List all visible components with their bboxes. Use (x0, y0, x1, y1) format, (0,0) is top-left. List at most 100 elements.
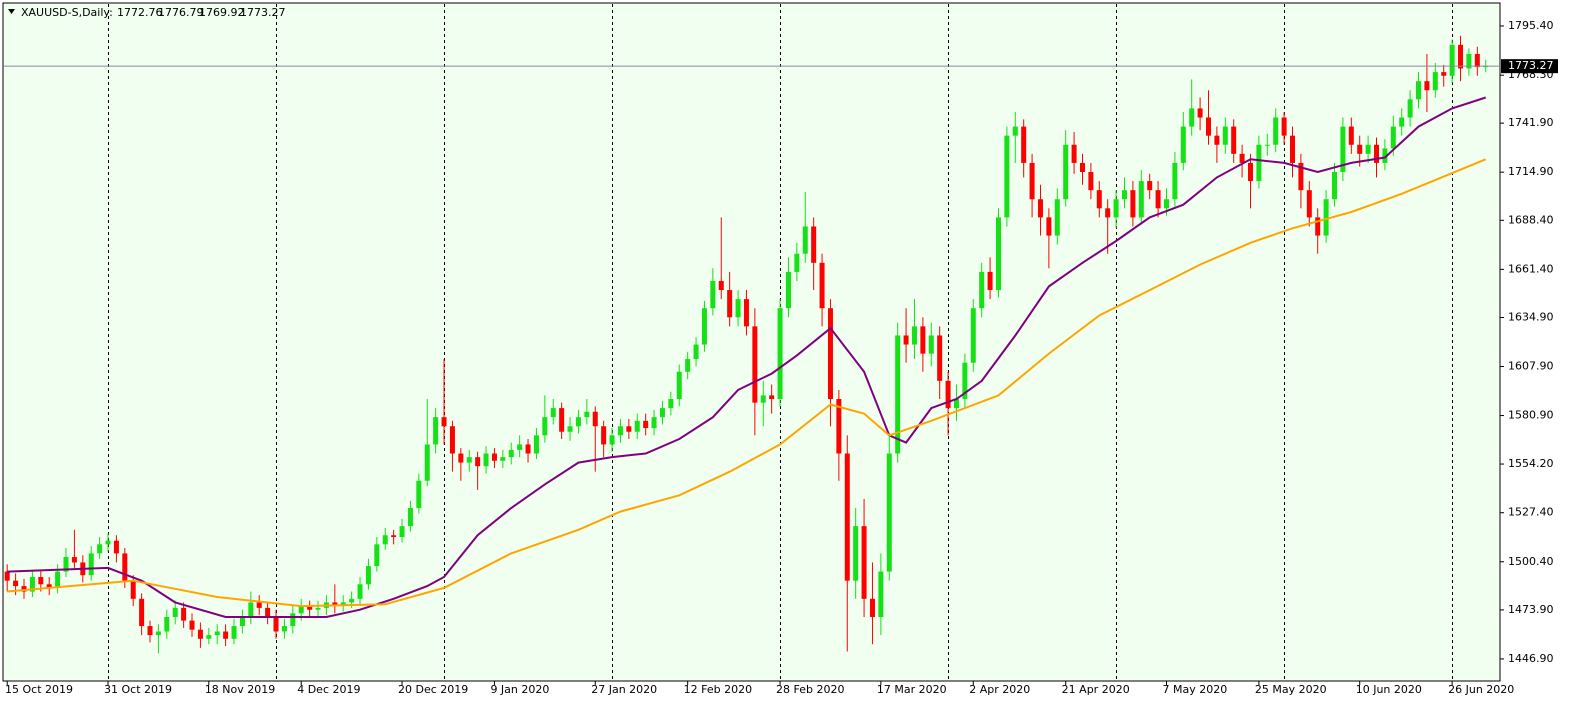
candle-body (164, 616, 170, 632)
candle-body (113, 540, 119, 554)
candle-body (760, 395, 766, 403)
candle-body (1248, 162, 1253, 182)
candle-body (55, 571, 61, 588)
candle-body (542, 417, 548, 436)
candle-body (189, 620, 195, 630)
candle-body (659, 408, 665, 418)
candle-body (1348, 126, 1354, 145)
candle-body (399, 526, 405, 538)
candle-body (1189, 108, 1195, 127)
candle-body (769, 395, 775, 400)
candle-body (1315, 217, 1321, 236)
candle-body (693, 344, 699, 360)
chart-title: XAUUSD-S,Daily: (21, 6, 113, 19)
candle-body (1256, 144, 1262, 182)
candle-body (979, 271, 985, 309)
moving-average-line (7, 96, 1487, 618)
plot-area (2, 2, 1501, 682)
candle-body (827, 308, 833, 400)
candle-body (777, 308, 783, 400)
candle-body (987, 271, 993, 291)
candle-body (273, 616, 279, 632)
candle-body (752, 326, 758, 403)
candle-body (1096, 190, 1102, 209)
candle-body (1466, 53, 1472, 69)
y-tick-label: 1741.90 (1508, 116, 1554, 129)
y-tick-label: 1714.90 (1508, 165, 1554, 178)
candle-body (38, 577, 44, 585)
candle-body (1340, 126, 1346, 172)
candle-body (643, 420, 649, 429)
candle-body (1004, 135, 1010, 218)
candle-body (1390, 126, 1396, 149)
x-tick-label: 28 Feb 2020 (776, 683, 844, 696)
candle-body (130, 580, 136, 599)
candle-body (1172, 162, 1178, 200)
candle-body (71, 557, 77, 563)
candle-body (886, 453, 892, 572)
candle-body (668, 399, 674, 409)
candle-body (1332, 171, 1338, 200)
plot (4, 4, 1489, 680)
candle-body (1424, 81, 1430, 91)
candle-body (365, 566, 371, 585)
x-tick-label: 7 May 2020 (1162, 683, 1227, 696)
candle-body (844, 453, 850, 581)
candle-body (609, 435, 615, 445)
candle-body (1399, 117, 1405, 127)
candle-body (1290, 135, 1296, 163)
candle-body (676, 371, 682, 400)
candle-body (1222, 126, 1228, 145)
candle-body (491, 453, 497, 461)
candle-body (155, 631, 161, 636)
candle-body (1079, 162, 1085, 172)
candle-body (391, 535, 397, 538)
candle-body (735, 299, 741, 318)
candle-body (1071, 144, 1077, 163)
candle-body (1063, 144, 1069, 200)
candle-body (13, 580, 19, 587)
y-tick-label: 1661.40 (1508, 262, 1554, 275)
candle-body (1458, 44, 1464, 69)
candle-body (172, 607, 178, 617)
candle-body (575, 417, 581, 427)
candle-body (181, 607, 187, 621)
y-tick-label: 1500.40 (1508, 555, 1554, 568)
candle-body (651, 417, 657, 429)
candle-body (525, 444, 531, 454)
candle-body (1357, 144, 1363, 154)
candle-body (357, 584, 363, 599)
candle-body (1180, 126, 1186, 163)
x-tick-label: 27 Jan 2020 (591, 683, 657, 696)
candle-body (449, 426, 455, 454)
candle-body (953, 399, 959, 409)
candle-body (1197, 108, 1203, 118)
candle-body (718, 280, 724, 291)
candle-body (223, 631, 229, 639)
candle-body (1323, 199, 1329, 236)
candle-body (475, 457, 481, 467)
candle-body (1054, 199, 1060, 236)
y-tick-label: 1527.40 (1508, 506, 1554, 519)
candle-body (349, 598, 355, 603)
candle-body (139, 598, 145, 627)
candle-body (1138, 181, 1144, 218)
x-tick-label: 12 Feb 2020 (684, 683, 752, 696)
candle-body (97, 544, 103, 554)
candle-body (853, 526, 859, 581)
candle-body (88, 553, 94, 576)
menu-arrow (8, 9, 15, 14)
header-low: 1769.92 (199, 6, 245, 19)
y-tick-label: 1795.40 (1508, 19, 1554, 32)
candle-body (1441, 72, 1447, 76)
candle-body (903, 335, 909, 345)
candle-body (869, 598, 875, 617)
header-open: 1772.76 (117, 6, 163, 19)
candle-body (802, 226, 808, 254)
candle-body (533, 435, 539, 454)
candle-body (483, 453, 489, 467)
candle-body (290, 613, 296, 627)
candle-body (617, 426, 623, 436)
candle-body (937, 335, 943, 381)
